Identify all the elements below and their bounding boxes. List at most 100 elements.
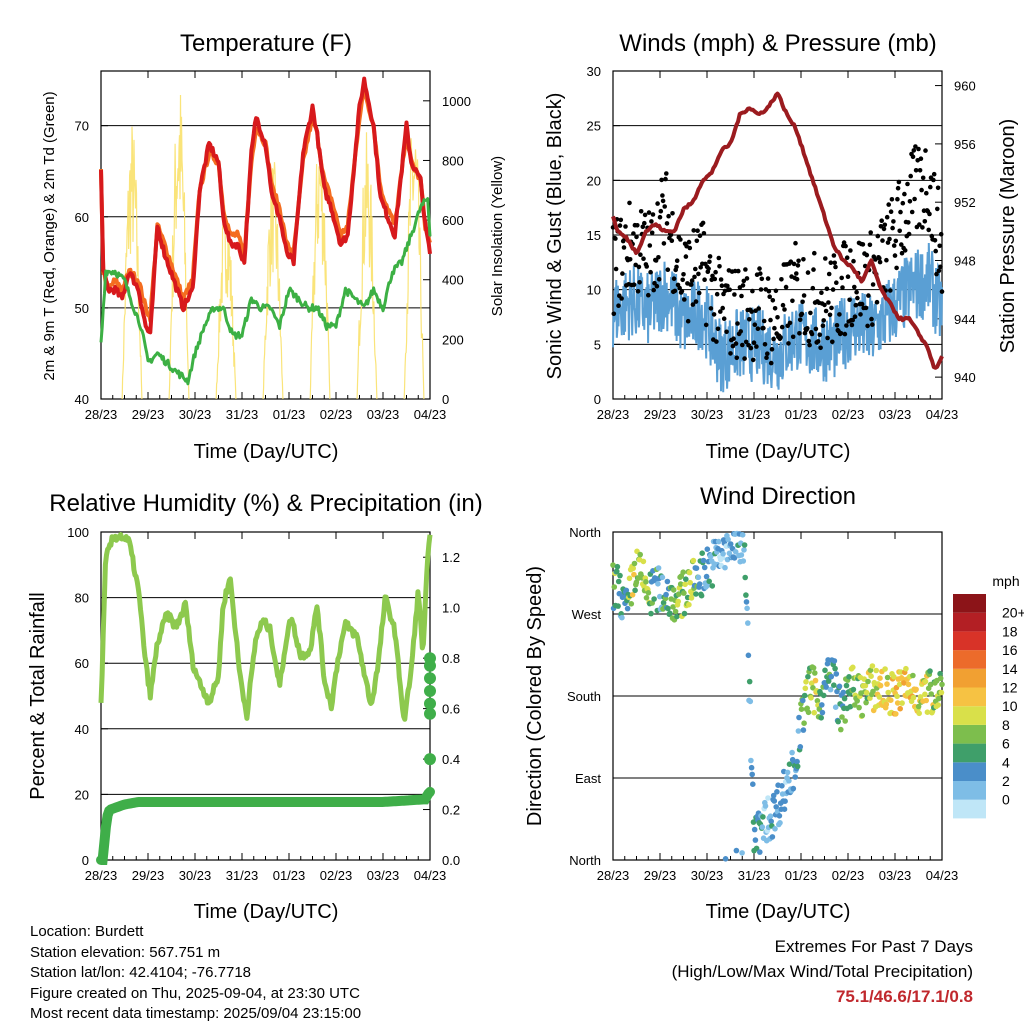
gust-point [923,148,928,153]
extremes-title: Extremes For Past 7 Days [774,937,973,956]
direction-point [869,663,876,669]
direction-point [701,564,708,571]
direction-point [928,691,934,697]
direction-point [865,678,871,685]
winds-ytick-right-label: 944 [954,312,976,327]
gust-point [839,275,844,281]
direction-point [781,806,788,812]
gust-point [887,236,892,242]
humidity-ytick-label: 0 [82,853,89,868]
direction-point [903,665,909,672]
direction-point [750,781,756,787]
humidity-panel: 28/23 29/23 30/23 31/23 01/23 02/23 03/23 04/23… [67,525,460,883]
gust-point [700,220,706,226]
direction-point [683,576,689,582]
direction-point [672,608,679,615]
temperature-ytick-right-label: 600 [442,213,464,228]
gust-point [749,309,754,314]
direction-point [832,704,839,710]
gust-point [805,270,811,275]
direction-point [631,560,638,567]
direction-point [823,684,829,690]
sonic-wind-line [612,242,943,393]
temperature-xlabel: Time (Day/UTC) [194,441,339,463]
gust-point [865,323,870,329]
gust-point [671,276,677,282]
direction-point [700,557,707,564]
gust-point [808,310,813,316]
gust-point [821,318,826,323]
direction-point [657,593,663,600]
gust-point [672,288,678,294]
gust-point [752,322,758,328]
colorbar-swatch [953,631,986,651]
direction-point [938,689,945,696]
winds-ytick-label: 0 [594,392,601,407]
direction-point [790,785,797,792]
direction-point [743,599,750,605]
gust-point [917,222,922,227]
direction-point [888,697,894,703]
winds-ytick-right-label: 956 [954,137,976,152]
gust-point [616,303,621,309]
gust-point [797,331,802,336]
gust-point [877,259,883,265]
humidity-ylabel-left: Percent & Total Rainfall [27,592,49,800]
gust-point [659,177,664,183]
gust-point [730,343,736,349]
direction-point [915,703,922,710]
gust-point [770,298,776,303]
direction-ytick-label: West [572,607,602,622]
gust-point [731,336,736,342]
direction-point [687,579,693,586]
gust-point [693,299,699,304]
gust-point [913,144,918,149]
direction-point [863,699,869,706]
rainfall-line [96,786,435,865]
direction-point [862,682,869,689]
direction-point [629,592,636,598]
direction-point [805,673,811,680]
gust-point [761,325,766,331]
humidity-xtick-label: 02/23 [320,868,353,883]
extremes-subtitle: (High/Low/Max Wind/Total Precipitation) [671,962,973,981]
gust-point [818,345,823,351]
colorbar-label: 16 [1002,642,1018,658]
direction-point [847,703,854,710]
gust-point [715,326,721,332]
gust-point [694,238,700,244]
direction-point [722,856,729,862]
gust-point [919,187,924,193]
gust-point [756,306,761,311]
direction-point [696,581,703,587]
gust-point [759,276,765,282]
gust-point [866,293,871,298]
gust-point [767,294,772,300]
temperature-xtick-label: 30/23 [179,407,212,422]
gust-point [780,302,786,308]
direction-point [833,671,840,677]
gust-point [656,277,662,282]
gust-point [660,193,665,198]
gust-point [906,231,912,237]
temperature-frame [100,70,431,400]
gust-point [739,293,744,299]
colorbar-label: 20+ [1002,605,1024,621]
direction-point [616,590,623,597]
gust-point [924,190,929,196]
colorbar-swatch [953,743,986,763]
gust-point [691,228,696,233]
direction-point [810,665,817,671]
gust-point [831,253,837,258]
humidity-ytick-right-label: 1.2 [442,550,460,565]
gust-point [815,339,821,344]
gust-point [882,222,888,228]
gust-point [670,211,675,216]
gust-point [830,287,836,292]
gust-point [782,307,787,312]
direction-point [803,679,809,685]
gust-point [696,290,702,296]
gust-point [819,290,824,296]
gust-point [613,266,619,272]
gust-point [773,288,779,294]
